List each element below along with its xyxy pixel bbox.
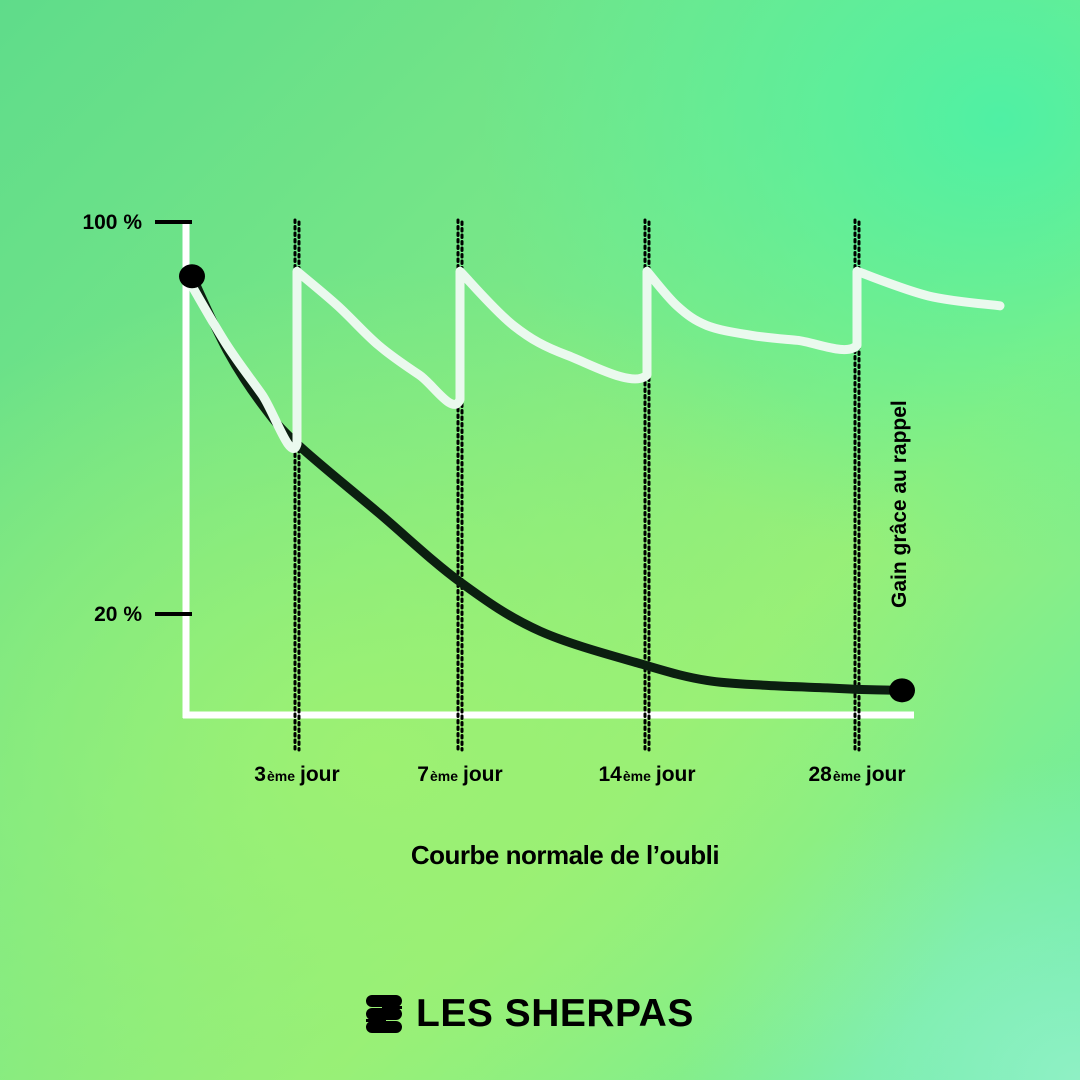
endpoint-dot <box>889 678 915 703</box>
chart-series <box>187 266 1005 695</box>
y-tick-label: 20 % <box>94 603 142 626</box>
recall-curve-line <box>187 266 1005 453</box>
normal-curve-line <box>187 271 907 695</box>
endpoint-markers <box>179 264 915 703</box>
brand-logo: LES SHERPAS <box>366 994 694 1034</box>
chart-axes <box>155 220 914 719</box>
endpoint-dot <box>179 264 205 289</box>
sherpas-logo-icon <box>366 995 402 1033</box>
x-axis-title: Courbe normale de l’oubli <box>411 840 719 870</box>
day-marker-lines <box>293 218 861 752</box>
annotation-label: Gain grâce au rappel <box>888 400 911 608</box>
x-marker-label: 28ème jour <box>808 763 905 786</box>
x-marker-label: 7ème jour <box>417 763 502 786</box>
x-marker-label: 14ème jour <box>598 763 695 786</box>
chart-labels: 100 % 20 % 3ème jour 7ème jour 14ème jour 28ème j… <box>82 211 905 786</box>
x-marker-label: 3ème jour <box>254 763 339 786</box>
brand-name: LES SHERPAS <box>416 992 694 1035</box>
y-tick-label: 100 % <box>82 211 142 234</box>
